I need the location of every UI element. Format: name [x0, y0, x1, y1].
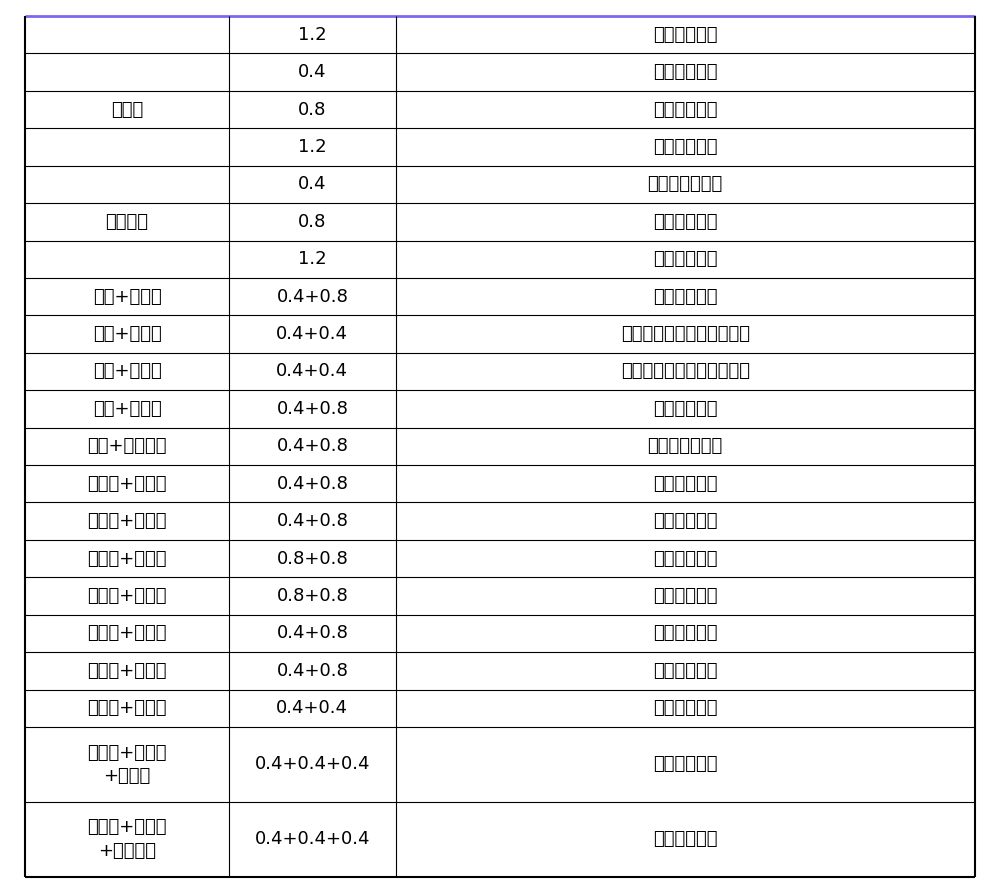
Text: 乳糖+精氨酸: 乳糖+精氨酸	[93, 400, 162, 418]
Text: 0.4+0.8: 0.4+0.8	[276, 474, 348, 493]
Text: 白色，成型好: 白色，成型好	[653, 512, 718, 530]
Text: 0.4+0.8: 0.4+0.8	[276, 625, 348, 643]
Text: 精氨酸+组氨酸
+天冬氨酸: 精氨酸+组氨酸 +天冬氨酸	[87, 819, 167, 860]
Text: 白色，成型好: 白色，成型好	[653, 700, 718, 717]
Text: 0.4+0.8: 0.4+0.8	[276, 287, 348, 305]
Text: 白色，成型好: 白色，成型好	[653, 550, 718, 568]
Text: 组氨酸+精氨酸: 组氨酸+精氨酸	[87, 700, 167, 717]
Text: 乳糖+天冬氨酸: 乳糖+天冬氨酸	[87, 437, 167, 456]
Text: 天冬氨酸: 天冬氨酸	[106, 213, 149, 231]
Text: 白色，成型好: 白色，成型好	[653, 101, 718, 118]
Text: 甘露醇+精氨酸: 甘露醇+精氨酸	[87, 512, 167, 530]
Text: 白色，成型好: 白色，成型好	[653, 250, 718, 268]
Text: 0.4: 0.4	[298, 175, 327, 193]
Text: 海藻糖+组氨酸: 海藻糖+组氨酸	[87, 625, 167, 643]
Text: 0.4+0.4: 0.4+0.4	[276, 700, 348, 717]
Text: 甘露醇+精氨酸: 甘露醇+精氨酸	[87, 587, 167, 605]
Text: 乳糖+组氨酸: 乳糖+组氨酸	[93, 287, 162, 305]
Text: 1.2: 1.2	[298, 26, 327, 44]
Text: 0.4+0.4+0.4: 0.4+0.4+0.4	[255, 830, 370, 848]
Text: 0.4: 0.4	[298, 63, 327, 81]
Text: 白色，成型好: 白色，成型好	[653, 587, 718, 605]
Text: 甘露醇+组氨酸: 甘露醇+组氨酸	[87, 550, 167, 568]
Text: 0.8+0.8: 0.8+0.8	[276, 550, 348, 568]
Text: 乳糖+甘露醇: 乳糖+甘露醇	[93, 325, 162, 343]
Text: 0.4+0.8: 0.4+0.8	[276, 662, 348, 680]
Text: 白色，成型好: 白色，成型好	[653, 625, 718, 643]
Text: 乳糖+海藻糖: 乳糖+海藻糖	[93, 362, 162, 381]
Text: 0.8: 0.8	[298, 101, 327, 118]
Text: 白色，成型好: 白色，成型好	[653, 756, 718, 773]
Text: 0.4+0.4+0.4: 0.4+0.4+0.4	[255, 756, 370, 773]
Text: 0.4+0.4: 0.4+0.4	[276, 325, 348, 343]
Text: 白色，成型好: 白色，成型好	[653, 287, 718, 305]
Text: 白色，成型较好: 白色，成型较好	[648, 437, 723, 456]
Text: 白色，成型好: 白色，成型好	[653, 662, 718, 680]
Text: 白色，成型好: 白色，成型好	[653, 138, 718, 156]
Text: 白色，成型较好: 白色，成型较好	[648, 175, 723, 193]
Text: 0.4+0.8: 0.4+0.8	[276, 512, 348, 530]
Text: 甘露醇+组氨酸: 甘露醇+组氨酸	[87, 474, 167, 493]
Text: 0.8: 0.8	[298, 213, 327, 231]
Text: 白色，成型好: 白色，成型好	[653, 474, 718, 493]
Text: 白色，轻微萍缩，成型一般: 白色，轻微萍缩，成型一般	[621, 325, 750, 343]
Text: 酯氨酸: 酯氨酸	[111, 101, 143, 118]
Text: 海藻糖+精氨酸: 海藻糖+精氨酸	[87, 662, 167, 680]
Text: 0.4+0.8: 0.4+0.8	[276, 437, 348, 456]
Text: 1.2: 1.2	[298, 250, 327, 268]
Text: 0.4+0.4: 0.4+0.4	[276, 362, 348, 381]
Text: 0.4+0.8: 0.4+0.8	[276, 400, 348, 418]
Text: 白色，成型好: 白色，成型好	[653, 830, 718, 848]
Text: 白色，成型好: 白色，成型好	[653, 26, 718, 44]
Text: 1.2: 1.2	[298, 138, 327, 156]
Text: 白色，成型好: 白色，成型好	[653, 63, 718, 81]
Text: 白色，成型好: 白色，成型好	[653, 213, 718, 231]
Text: 白色，轻微萍缩，成型较差: 白色，轻微萍缩，成型较差	[621, 362, 750, 381]
Text: 0.8+0.8: 0.8+0.8	[276, 587, 348, 605]
Text: 白色，成型好: 白色，成型好	[653, 400, 718, 418]
Text: 甘露醇+精氨酸
+组氨酸: 甘露醇+精氨酸 +组氨酸	[87, 743, 167, 785]
